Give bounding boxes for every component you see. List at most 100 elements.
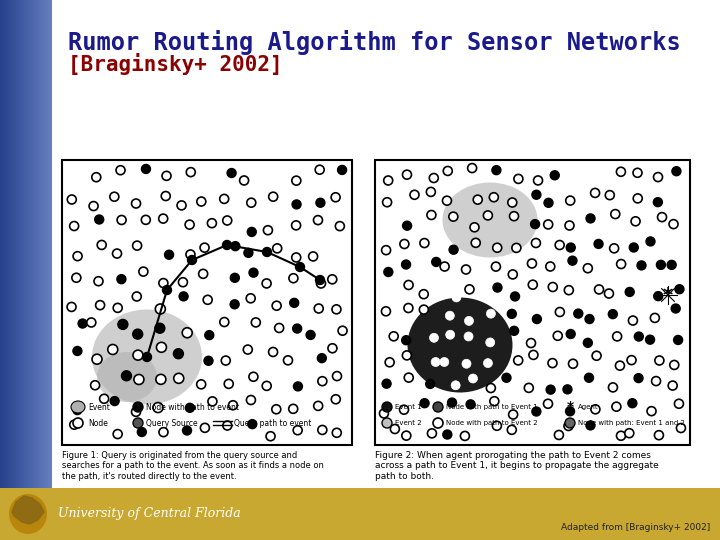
Circle shape bbox=[594, 239, 603, 248]
Circle shape bbox=[531, 220, 539, 228]
Circle shape bbox=[274, 323, 284, 333]
Circle shape bbox=[139, 267, 148, 276]
Circle shape bbox=[92, 354, 102, 364]
Circle shape bbox=[318, 426, 327, 435]
Circle shape bbox=[402, 170, 411, 179]
Circle shape bbox=[433, 402, 443, 412]
Bar bbox=[42, 0, 43, 540]
Text: Node with path to event: Node with path to event bbox=[146, 402, 239, 411]
Circle shape bbox=[492, 421, 501, 430]
Circle shape bbox=[616, 361, 624, 370]
Bar bbox=[11, 0, 12, 540]
Circle shape bbox=[554, 430, 564, 440]
Circle shape bbox=[289, 299, 299, 307]
Circle shape bbox=[262, 381, 271, 390]
Circle shape bbox=[247, 227, 256, 237]
Circle shape bbox=[510, 326, 518, 335]
Bar bbox=[51, 0, 52, 540]
Bar bbox=[15, 0, 16, 540]
Circle shape bbox=[675, 285, 684, 294]
Bar bbox=[23, 0, 24, 540]
Circle shape bbox=[316, 198, 325, 207]
Polygon shape bbox=[12, 496, 44, 524]
Circle shape bbox=[174, 349, 184, 359]
Ellipse shape bbox=[92, 309, 202, 404]
Circle shape bbox=[159, 279, 168, 288]
Circle shape bbox=[465, 285, 474, 294]
Circle shape bbox=[292, 221, 300, 230]
Circle shape bbox=[404, 373, 413, 382]
Circle shape bbox=[654, 431, 663, 440]
Circle shape bbox=[650, 313, 660, 322]
Bar bbox=[3, 0, 4, 540]
Circle shape bbox=[583, 264, 593, 273]
Circle shape bbox=[534, 176, 543, 185]
Bar bbox=[14, 0, 15, 540]
Circle shape bbox=[266, 431, 275, 441]
Circle shape bbox=[133, 350, 143, 360]
Bar bbox=[18, 0, 19, 540]
Circle shape bbox=[674, 335, 683, 345]
Circle shape bbox=[430, 333, 438, 342]
Text: Node with path: Event 1 and 2: Node with path: Event 1 and 2 bbox=[578, 420, 685, 426]
Circle shape bbox=[292, 200, 301, 209]
Ellipse shape bbox=[443, 183, 538, 258]
Circle shape bbox=[548, 359, 557, 368]
Circle shape bbox=[73, 252, 82, 261]
Bar bbox=[43, 0, 44, 540]
Circle shape bbox=[574, 309, 582, 318]
Circle shape bbox=[426, 187, 436, 197]
Circle shape bbox=[246, 395, 256, 404]
Circle shape bbox=[428, 429, 436, 438]
Bar bbox=[44, 0, 45, 540]
Circle shape bbox=[568, 256, 577, 265]
Circle shape bbox=[508, 426, 516, 434]
Text: Node with path to Event 2: Node with path to Event 2 bbox=[446, 420, 538, 426]
Circle shape bbox=[318, 377, 327, 386]
Circle shape bbox=[200, 423, 210, 433]
Circle shape bbox=[91, 173, 101, 181]
Circle shape bbox=[513, 356, 523, 365]
Bar bbox=[29, 0, 30, 540]
Circle shape bbox=[293, 426, 302, 435]
Circle shape bbox=[204, 356, 213, 365]
Text: Node with path to Event 1: Node with path to Event 1 bbox=[446, 404, 538, 410]
Bar bbox=[48, 0, 49, 540]
Circle shape bbox=[141, 165, 150, 173]
Circle shape bbox=[174, 373, 184, 383]
Bar bbox=[36, 0, 37, 540]
Circle shape bbox=[528, 280, 537, 289]
Circle shape bbox=[197, 197, 206, 206]
Circle shape bbox=[466, 400, 475, 409]
Circle shape bbox=[672, 167, 681, 176]
Circle shape bbox=[546, 385, 555, 394]
Circle shape bbox=[87, 318, 96, 327]
Circle shape bbox=[117, 215, 126, 225]
Circle shape bbox=[315, 165, 324, 174]
Circle shape bbox=[70, 420, 78, 429]
Ellipse shape bbox=[9, 494, 47, 534]
Circle shape bbox=[227, 168, 236, 178]
Circle shape bbox=[452, 293, 461, 302]
Circle shape bbox=[564, 286, 573, 295]
Circle shape bbox=[585, 373, 593, 382]
Circle shape bbox=[486, 383, 495, 393]
Circle shape bbox=[118, 319, 128, 329]
Circle shape bbox=[605, 289, 613, 298]
Bar bbox=[38, 0, 39, 540]
Circle shape bbox=[96, 301, 104, 309]
Circle shape bbox=[269, 347, 278, 356]
Circle shape bbox=[616, 260, 626, 268]
Circle shape bbox=[625, 287, 634, 296]
Circle shape bbox=[138, 428, 146, 436]
Circle shape bbox=[382, 307, 390, 316]
Circle shape bbox=[292, 176, 301, 185]
Circle shape bbox=[591, 405, 600, 414]
Circle shape bbox=[156, 342, 166, 352]
Circle shape bbox=[402, 260, 410, 269]
Circle shape bbox=[222, 216, 232, 225]
Circle shape bbox=[420, 239, 429, 247]
Circle shape bbox=[508, 410, 518, 419]
Circle shape bbox=[390, 332, 398, 341]
Bar bbox=[21, 0, 22, 540]
